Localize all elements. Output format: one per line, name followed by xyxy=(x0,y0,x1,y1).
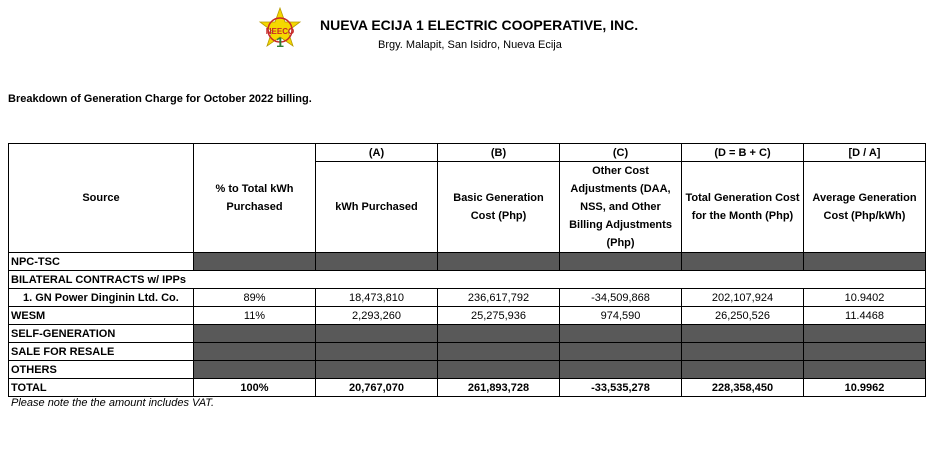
cell: 202,107,924 xyxy=(681,288,804,307)
cell: 11.4468 xyxy=(803,306,926,325)
header-pct: % to Total kWh Purchased xyxy=(193,143,316,253)
row-total-source: TOTAL xyxy=(8,378,194,397)
total-row: TOTAL 100% 20,767,070 261,893,728 -33,53… xyxy=(8,378,926,397)
cell: 10.9402 xyxy=(803,288,926,307)
breakdown-title: Breakdown of Generation Charge for Octob… xyxy=(8,93,312,105)
header-other: Other Cost Adjustments (DAA, NSS, and Ot… xyxy=(559,161,682,253)
cell: 974,590 xyxy=(559,306,682,325)
company-name: NUEVA ECIJA 1 ELECTRIC COOPERATIVE, INC. xyxy=(320,17,639,33)
svg-text:1: 1 xyxy=(276,34,284,50)
code-c: (C) xyxy=(559,143,682,162)
cell: 18,473,810 xyxy=(315,288,438,307)
cell: 236,617,792 xyxy=(437,288,560,307)
svg-text:NEECO: NEECO xyxy=(266,27,294,36)
cell: 100% xyxy=(193,378,316,397)
table-row: OTHERS xyxy=(8,360,926,379)
row-others: OTHERS xyxy=(8,360,194,379)
row-resale: SALE FOR RESALE xyxy=(8,342,194,361)
row-gn-source: 1. GN Power Dinginin Ltd. Co. xyxy=(8,288,194,307)
code-d: (D = B + C) xyxy=(681,143,804,162)
cell: 89% xyxy=(193,288,316,307)
cell: 25,275,936 xyxy=(437,306,560,325)
cell: -34,509,868 xyxy=(559,288,682,307)
cell: 10.9962 xyxy=(803,378,926,397)
header-source: Source xyxy=(8,143,194,253)
cell: 228,358,450 xyxy=(681,378,804,397)
cell: -33,535,278 xyxy=(559,378,682,397)
header-basic: Basic Generation Cost (Php) xyxy=(437,161,560,253)
cell: 2,293,260 xyxy=(315,306,438,325)
header-kwh: kWh Purchased xyxy=(315,161,438,253)
row-self-gen: SELF-GENERATION xyxy=(8,324,194,343)
table-row: BILATERAL CONTRACTS w/ IPPs xyxy=(8,270,926,289)
code-a: (A) xyxy=(315,143,438,162)
table-row: SELF-GENERATION xyxy=(8,324,926,343)
table-row: WESM 11% 2,293,260 25,275,936 974,590 26… xyxy=(8,306,926,325)
table-row: 1. GN Power Dinginin Ltd. Co. 89% 18,473… xyxy=(8,288,926,307)
generation-charge-table: Source % to Total kWh Purchased (A) (B) … xyxy=(8,143,926,397)
neeco-logo: NEECO 1 xyxy=(258,7,302,50)
company-address: Brgy. Malapit, San Isidro, Nueva Ecija xyxy=(378,39,562,51)
header-avg: Average Generation Cost (Php/kWh) xyxy=(803,161,926,253)
table-row: NPC-TSC xyxy=(8,252,926,271)
code-da: [D / A] xyxy=(803,143,926,162)
cell: 261,893,728 xyxy=(437,378,560,397)
row-npc: NPC-TSC xyxy=(8,252,194,271)
vat-note: Please note the the amount includes VAT. xyxy=(11,397,215,409)
table-row: SALE FOR RESALE xyxy=(8,342,926,361)
cell: 26,250,526 xyxy=(681,306,804,325)
row-bilateral: BILATERAL CONTRACTS w/ IPPs xyxy=(8,270,926,289)
cell: 11% xyxy=(193,306,316,325)
cell: 20,767,070 xyxy=(315,378,438,397)
row-wesm-source: WESM xyxy=(8,306,194,325)
header-total: Total Generation Cost for the Month (Php… xyxy=(681,161,804,253)
code-b: (B) xyxy=(437,143,560,162)
